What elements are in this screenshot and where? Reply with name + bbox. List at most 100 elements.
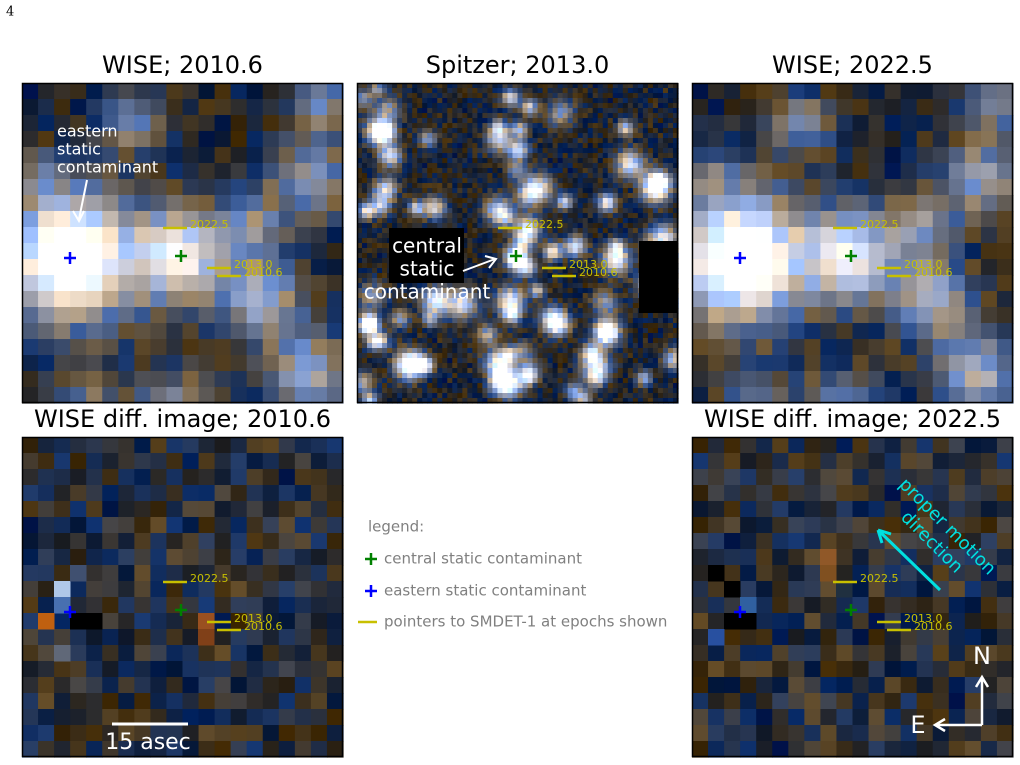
image-pixel (377, 168, 383, 174)
image-pixel (607, 323, 614, 329)
image-pixel (477, 213, 483, 219)
image-pixel (382, 168, 388, 174)
image-pixel (462, 168, 468, 174)
image-pixel (522, 143, 529, 149)
image-pixel (198, 355, 216, 372)
image-pixel (647, 353, 654, 359)
image-pixel (652, 113, 659, 119)
image-pixel (612, 298, 619, 304)
image-pixel (427, 373, 433, 379)
image-pixel (437, 343, 443, 349)
image-pixel (592, 388, 599, 394)
image-pixel (587, 298, 594, 304)
image-pixel (522, 343, 529, 349)
image-pixel (622, 268, 629, 274)
image-pixel (788, 259, 805, 276)
image-pixel (547, 88, 554, 94)
image-pixel (647, 208, 654, 214)
image-pixel (617, 168, 624, 174)
image-pixel (372, 218, 378, 224)
image-pixel (562, 113, 569, 119)
image-pixel (547, 338, 554, 344)
image-pixel (557, 98, 564, 104)
image-pixel (326, 323, 344, 340)
image-pixel (497, 353, 504, 359)
image-pixel (647, 228, 654, 234)
image-pixel (617, 328, 624, 334)
image-pixel (900, 243, 918, 260)
image-pixel (607, 238, 614, 244)
image-pixel (502, 178, 509, 184)
image-pixel (447, 333, 453, 339)
image-pixel (452, 148, 458, 154)
image-pixel (592, 173, 599, 179)
image-pixel (587, 128, 594, 134)
image-pixel (182, 131, 200, 148)
image-pixel (980, 291, 998, 308)
image-pixel (672, 208, 679, 214)
image-pixel (657, 358, 664, 364)
image-pixel (627, 168, 634, 174)
mask (639, 241, 678, 313)
image-pixel (382, 348, 388, 354)
image-pixel (427, 148, 433, 154)
image-pixel (326, 147, 344, 164)
image-pixel (462, 118, 468, 124)
image-pixel (652, 348, 659, 354)
image-pixel (442, 313, 448, 319)
image-pixel (482, 88, 489, 94)
image-pixel (996, 307, 1014, 324)
image-pixel (377, 338, 383, 344)
image-pixel (497, 398, 504, 404)
image-pixel (788, 115, 805, 132)
image-pixel (38, 565, 55, 582)
image-pixel (667, 103, 674, 109)
image-pixel (462, 343, 468, 349)
image-pixel (512, 363, 519, 369)
image-pixel (70, 243, 87, 260)
image-pixel (647, 328, 654, 334)
image-pixel (437, 363, 443, 369)
image-pixel (622, 348, 629, 354)
image-pixel (507, 178, 514, 184)
image-pixel (692, 243, 709, 260)
image-pixel (692, 179, 709, 196)
image-pixel (372, 238, 378, 244)
image-pixel (397, 83, 403, 89)
image-pixel (422, 108, 428, 114)
image-pixel (372, 263, 378, 269)
image-pixel (230, 387, 248, 404)
image-pixel (457, 158, 463, 164)
image-pixel (22, 323, 39, 340)
image-pixel (467, 343, 473, 349)
image-pixel (362, 198, 368, 204)
image-pixel (708, 371, 725, 388)
image-pixel (836, 339, 854, 356)
image-pixel (557, 228, 564, 234)
image-pixel (602, 113, 609, 119)
image-pixel (38, 323, 55, 340)
image-pixel (537, 93, 544, 99)
image-pixel (382, 188, 388, 194)
image-pixel (562, 108, 569, 114)
image-pixel (662, 178, 669, 184)
image-pixel (607, 88, 614, 94)
image-pixel (587, 233, 594, 239)
image-pixel (657, 393, 664, 399)
image-pixel (662, 193, 669, 199)
image-pixel (367, 323, 373, 329)
image-pixel (457, 323, 463, 329)
image-pixel (492, 278, 499, 284)
image-pixel (868, 355, 886, 372)
image-pixel (22, 549, 39, 566)
image-pixel (572, 378, 579, 384)
image-pixel (278, 323, 296, 340)
image-pixel (552, 333, 559, 339)
image-pixel (617, 158, 624, 164)
image-pixel (487, 183, 494, 189)
image-pixel (632, 133, 639, 139)
image-pixel (617, 348, 624, 354)
image-pixel (652, 83, 659, 89)
image-pixel (462, 218, 468, 224)
image-pixel (402, 163, 408, 169)
